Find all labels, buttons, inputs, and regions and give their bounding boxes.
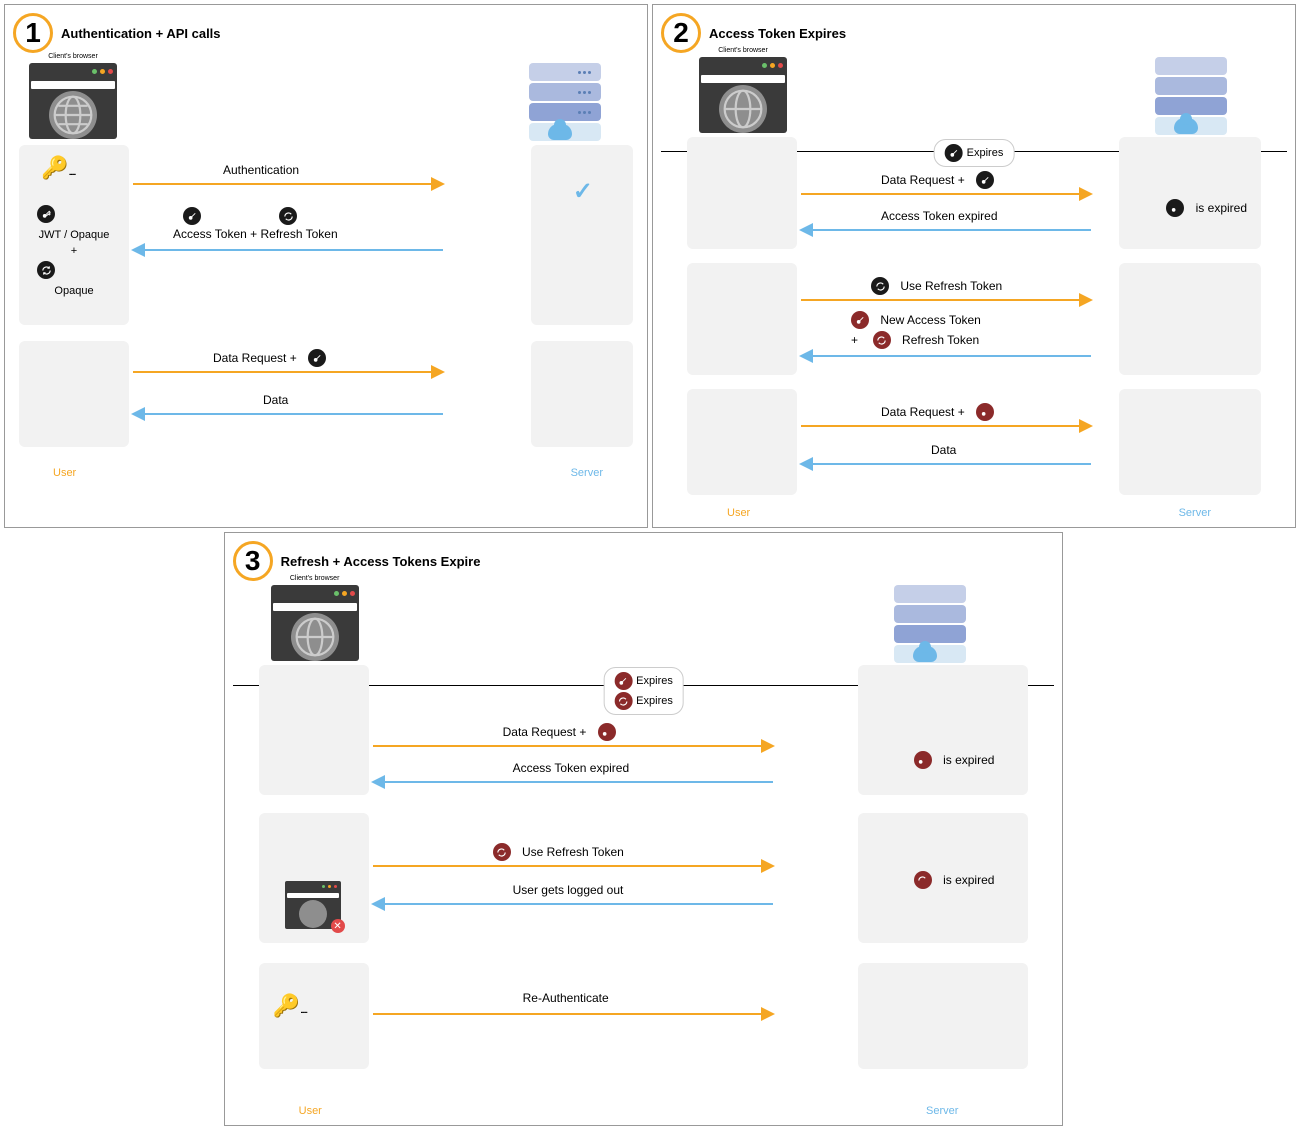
server-icon xyxy=(1155,57,1227,137)
server-icon xyxy=(529,63,601,143)
panel-title: Refresh + Access Tokens Expire xyxy=(281,554,481,569)
step-number: 3 xyxy=(233,541,273,581)
browser-icon: Client's browser xyxy=(29,63,117,139)
step-number: 2 xyxy=(661,13,701,53)
panel-2: 2 Access Token Expires Client's browser … xyxy=(652,4,1296,528)
server-box-1 xyxy=(531,145,633,325)
arrow-tokens xyxy=(133,249,443,251)
user-label: User xyxy=(53,467,76,479)
panel-1: 1 Authentication + API calls Client's br… xyxy=(4,4,648,528)
arrow-data-req xyxy=(133,371,443,373)
step-number: 1 xyxy=(13,13,53,53)
expire-badge: Expires xyxy=(934,139,1015,167)
panel-title: Access Token Expires xyxy=(709,26,846,41)
key-icon: 🔑...... xyxy=(41,155,75,181)
opaque-label: Opaque xyxy=(27,285,121,297)
browser-icon: Client's browser xyxy=(271,585,359,661)
diagram-grid: 1 Authentication + API calls Client's br… xyxy=(4,4,1296,1126)
refresh-token-icon xyxy=(279,207,297,225)
server-icon xyxy=(894,585,966,665)
arrow-auth xyxy=(133,183,443,185)
access-token-icon xyxy=(308,349,326,367)
jwt-label: JWT / Opaque xyxy=(27,229,121,241)
server-label: Server xyxy=(571,467,603,479)
panel-3: 3 Refresh + Access Tokens Expire Client'… xyxy=(224,532,1064,1126)
server-box-2 xyxy=(531,341,633,447)
arrow-data xyxy=(133,413,443,415)
user-box-2 xyxy=(19,341,129,447)
access-token-icon xyxy=(37,205,55,223)
refresh-token-icon xyxy=(871,277,889,295)
key-icon: 🔑...... xyxy=(273,993,307,1019)
arrow-label: Authentication xyxy=(223,163,299,177)
check-icon: ✓ xyxy=(573,177,593,206)
access-token-icon xyxy=(945,144,963,162)
logged-out-browser: ✕ xyxy=(285,881,341,929)
access-token-icon xyxy=(183,207,201,225)
refresh-token-icon xyxy=(37,261,55,279)
panel-title: Authentication + API calls xyxy=(61,26,221,41)
expire-badge: Expires Expires xyxy=(603,667,684,715)
error-icon: ✕ xyxy=(331,919,345,933)
browser-icon: Client's browser xyxy=(699,57,787,133)
